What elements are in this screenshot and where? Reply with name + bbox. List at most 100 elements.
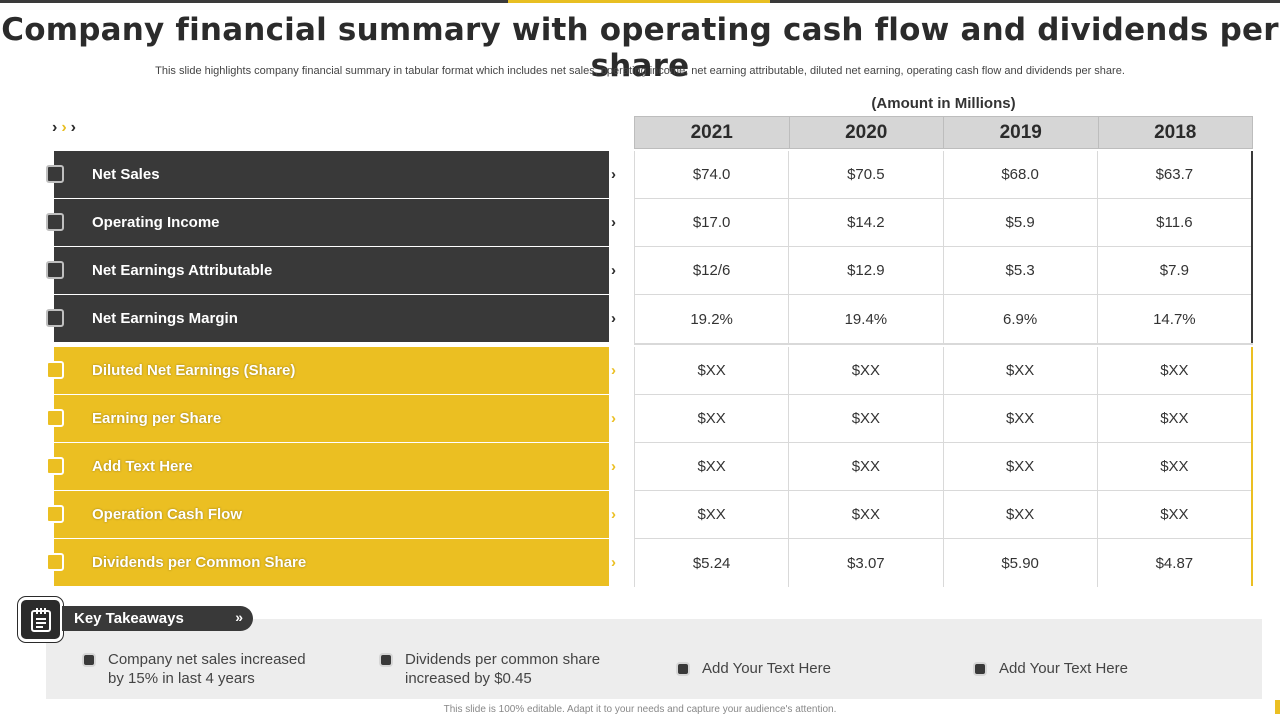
table-cell: $12.9 [789,247,944,294]
row-label-text: Net Sales [92,166,160,183]
table-row: $5.24 $3.07 $5.90 $4.87 [634,539,1251,587]
year-header: 2021 [635,117,790,148]
chevron-right-icon: › [611,262,616,279]
table-cell: $63.7 [1155,166,1194,183]
table-row: $XX $XX $XX $XX [634,491,1251,539]
table-cell: $XX [944,347,1098,394]
square-bullet-icon [975,664,985,674]
table-cell: $5.24 [634,539,790,587]
square-bullet-icon [46,361,64,379]
row-label-text: Earning per Share [92,410,222,427]
amount-label: (Amount in Millions) [871,95,1016,112]
row-label-text: Net Earnings Margin [92,310,238,327]
table-cell: $XX [944,443,1098,490]
row-label-text: Diluted Net Earnings (Share) [92,362,296,379]
slide-subtitle: This slide highlights company financial … [155,65,1125,77]
table-block-per-share: $XX $XX $XX $XX $XX $XX $XX $XX $XX $XX … [634,347,1253,587]
square-bullet-icon [46,553,64,571]
row-label-text: Dividends per Common Share [92,554,307,571]
year-header: 2019 [944,117,1099,148]
row-label-text: Net Earnings Attributable [92,262,273,279]
row-label-net-earnings-attributable: Net Earnings Attributable [46,247,609,294]
key-takeaways-tab: Key Takeaways » [62,606,253,631]
table-cell: 19.2% [634,295,790,343]
chevron-right-icon: › [611,506,616,523]
takeaway-item: Add Your Text Here [975,659,1128,678]
chevron-right-icon: › [52,119,62,136]
row-label-text: Operating Income [92,214,220,231]
notepad-icon [17,596,64,643]
table-cell: $XX [1160,458,1189,475]
table-cell: $XX [634,347,790,394]
chevron-right-icon: › [611,554,616,571]
table-cell: $XX [789,347,944,394]
row-label-diluted-net-earnings: Diluted Net Earnings (Share) [46,347,609,394]
table-cell: $7.9 [1159,262,1189,279]
square-bullet-icon [46,505,64,523]
row-label-net-earnings-margin: Net Earnings Margin [46,295,609,342]
square-bullet-icon [46,409,64,427]
square-bullet-icon [46,213,64,231]
table-cell: $17.0 [634,199,790,246]
table-cell: $XX [789,491,944,538]
row-label-dividends-per-common-share: Dividends per Common Share [46,539,609,586]
table-cell: $11.6 [1156,214,1193,231]
square-bullet-icon [84,655,94,665]
table-row: $17.0 $14.2 $5.9 $11.6 [634,199,1251,247]
square-bullet-icon [46,309,64,327]
chevron-right-icon: › [611,458,616,475]
table-cell: $5.90 [944,539,1098,587]
table-cell: $5.3 [944,247,1098,294]
table-cell: $XX [1160,362,1189,379]
table-cell: $74.0 [634,151,790,198]
row-label-text: Operation Cash Flow [92,506,243,523]
chevron-right-icon: › [611,166,616,183]
square-bullet-icon [678,664,688,674]
table-cell: $XX [789,443,944,490]
double-chevron-right-icon: » [235,609,243,625]
takeaway-text: Dividends per common share increased by $… [405,651,601,687]
takeaway-item: Company net sales increased by 15% in las… [84,650,306,688]
table-cell: $XX [634,395,790,442]
table-block-financials: $74.0 $70.5 $68.0 $63.7 $17.0 $14.2 $5.9… [634,151,1253,343]
square-bullet-icon [46,165,64,183]
chevron-right-icon: › [611,310,616,327]
table-cell: $3.07 [789,539,944,587]
key-takeaways-title: Key Takeaways [74,610,184,627]
top-accent-line-right [770,0,1280,3]
takeaway-item: Add Your Text Here [678,659,831,678]
table-cell: 19.4% [789,295,944,343]
chevron-decoration: ››› [52,119,80,137]
chevron-right-icon: › [611,362,616,379]
table-cell: $XX [1160,506,1189,523]
takeaway-item: Dividends per common share increased by $… [381,650,600,688]
takeaway-text: Add Your Text Here [999,660,1128,677]
chevron-right-icon: › [61,119,71,136]
corner-accent [1275,700,1280,714]
key-takeaways-panel [46,619,1262,699]
row-label-add-text-here: Add Text Here [46,443,609,490]
table-cell: 6.9% [944,295,1098,343]
row-label-operation-cash-flow: Operation Cash Flow [46,491,609,538]
table-header: 2021 2020 2019 2018 [634,116,1253,149]
table-cell: $4.87 [1155,554,1194,572]
table-row: 19.2% 19.4% 6.9% 14.7% [634,295,1251,343]
table-cell: $XX [944,491,1098,538]
table-row: $74.0 $70.5 $68.0 $63.7 [634,151,1251,199]
row-label-earning-per-share: Earning per Share [46,395,609,442]
table-row: $XX $XX $XX $XX [634,347,1251,395]
takeaway-text: Add Your Text Here [702,660,831,677]
table-cell: $14.2 [789,199,944,246]
table-cell: $XX [789,395,944,442]
top-accent-line-yellow [508,0,770,3]
table-divider [634,343,1253,345]
square-bullet-icon [381,655,391,665]
table-cell: $XX [634,491,790,538]
chevron-right-icon: › [611,214,616,231]
table-row: $XX $XX $XX $XX [634,395,1251,443]
table-cell: $XX [1160,410,1189,427]
table-cell: $68.0 [944,151,1098,198]
table-cell: $XX [634,443,790,490]
table-cell: $XX [944,395,1098,442]
square-bullet-icon [46,261,64,279]
